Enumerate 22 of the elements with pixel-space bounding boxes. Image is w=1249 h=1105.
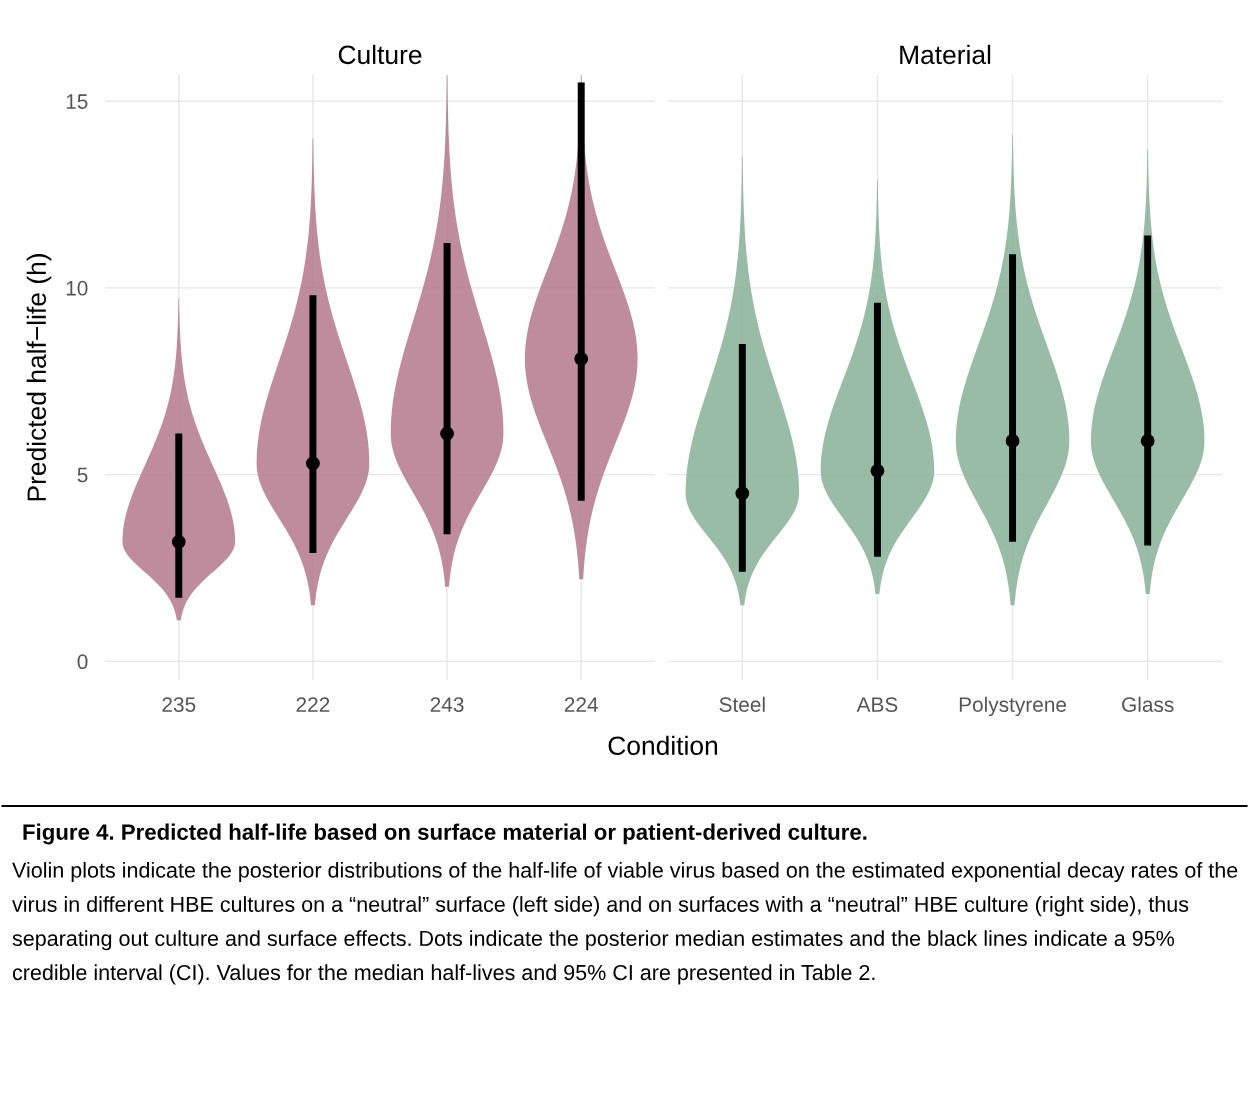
x-axis-title: Condition bbox=[608, 735, 718, 756]
x-tick-label: 222 bbox=[296, 697, 330, 712]
x-tick-label: 235 bbox=[162, 697, 196, 712]
y-tick-label: 15 bbox=[66, 94, 88, 109]
x-tick-label: Glass bbox=[1122, 696, 1174, 712]
point bbox=[171, 534, 186, 549]
point bbox=[574, 351, 589, 366]
x-tick-label: ABS bbox=[856, 697, 898, 712]
x-tick-label: 224 bbox=[564, 697, 598, 712]
text: Violin plots indicate the posterior distributions of the half-life of viable virus based on the estimated exponential decay rates of the virus in different HBE cultures on a “neutral” surface (left side) and on surfaces with a “neutral” HBE culture (right side), thus separating out culture and surface effects. Dots indicate the posterior median estimates and the black lines indicate a 95% credible interval (CI). Values for the median half-lives and 95% CI are presented in Table 2. bbox=[12, 862, 1238, 985]
point bbox=[306, 456, 320, 471]
y-axis-title: Predicted half−life (h) bbox=[26, 254, 52, 501]
chart-title: Culture bbox=[338, 44, 422, 65]
y-tick-label: 0 bbox=[77, 654, 88, 670]
y-tick-label: 10 bbox=[66, 280, 88, 296]
caption: Figure 4. Predicted half-life based on surface material or patient-derived culture. bbox=[23, 823, 867, 845]
x-tick-label: Steel bbox=[719, 696, 765, 712]
x-tick-label: Polystyrene bbox=[959, 696, 1067, 717]
point bbox=[440, 426, 454, 441]
y-tick-label: 5 bbox=[77, 467, 88, 483]
chart-title: Material bbox=[900, 44, 991, 65]
x-tick-label: 243 bbox=[430, 697, 464, 712]
